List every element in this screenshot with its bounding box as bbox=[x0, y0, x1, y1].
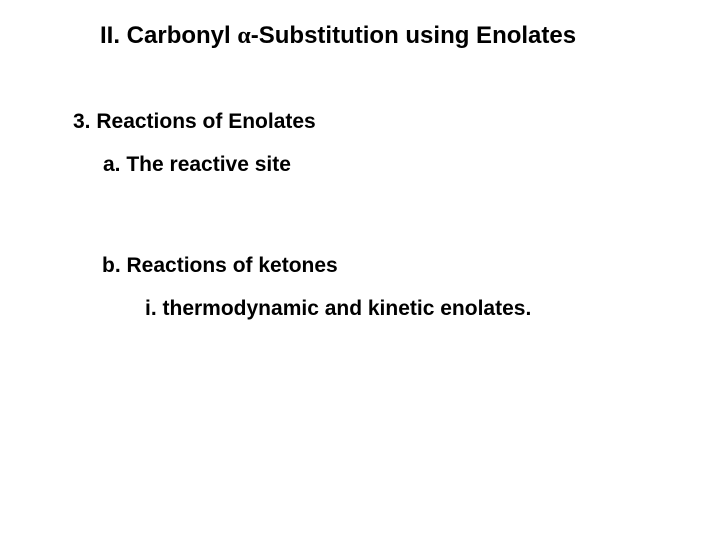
item-b: b. Reactions of ketones bbox=[102, 254, 338, 278]
alpha-glyph: α bbox=[237, 23, 250, 49]
title-prefix: II. Carbonyl bbox=[100, 22, 237, 49]
slide: II. Carbonyl α-Substitution using Enolat… bbox=[0, 0, 720, 540]
item-a: a. The reactive site bbox=[103, 153, 291, 177]
slide-title: II. Carbonyl α-Substitution using Enolat… bbox=[100, 22, 576, 50]
item-b-i: i. thermodynamic and kinetic enolates. bbox=[145, 297, 531, 321]
title-suffix: -Substitution using Enolates bbox=[251, 22, 576, 49]
section-3-heading: 3. Reactions of Enolates bbox=[73, 110, 316, 134]
